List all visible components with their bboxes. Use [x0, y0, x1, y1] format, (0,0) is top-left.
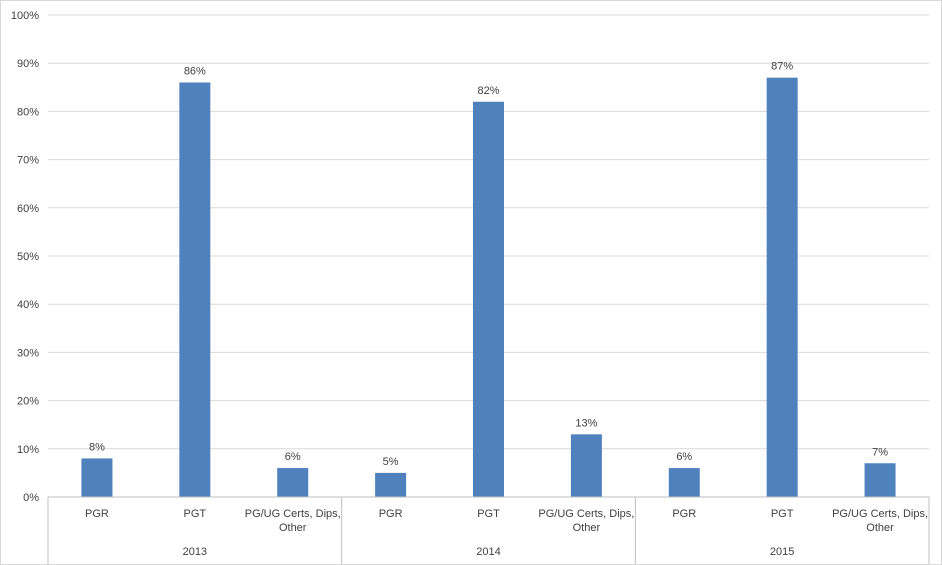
- category-label: PGR: [672, 508, 696, 520]
- data-label: 5%: [383, 456, 399, 468]
- y-tick-label: 30%: [17, 347, 39, 359]
- y-tick-label: 70%: [17, 155, 39, 167]
- y-tick-label: 60%: [17, 203, 39, 215]
- year-label: 2014: [476, 546, 500, 558]
- category-label: PGR: [85, 508, 109, 520]
- bar: [473, 101, 504, 497]
- category-label-line: PGT: [184, 508, 207, 520]
- y-tick-label: 50%: [17, 251, 39, 263]
- y-tick-label: 80%: [17, 106, 39, 118]
- y-axis-tick-labels: 0% 10% 20% 30% 40% 50% 60% 70% 80% 90% 100%: [11, 10, 39, 504]
- data-label: 6%: [285, 451, 301, 463]
- category-label: PG/UG Certs, Dips, Other: [832, 508, 928, 534]
- data-label: 82%: [477, 85, 499, 97]
- y-tick-label: 100%: [11, 10, 39, 22]
- category-label: PGT: [771, 508, 794, 520]
- category-label-line: PG/UG Certs, Dips,: [538, 508, 634, 520]
- category-label: PGT: [477, 508, 500, 520]
- data-label: 8%: [89, 441, 105, 453]
- category-label-line: Other: [866, 522, 894, 534]
- x-axis: PGR PGT PG/UG Certs, Dips, Other 2013 PGR PGT P…: [47, 496, 930, 564]
- category-label-line: PGT: [771, 508, 794, 520]
- bars: [81, 77, 896, 497]
- data-label: 13%: [575, 417, 597, 429]
- category-label-line: Other: [573, 522, 601, 534]
- category-label-line: Other: [279, 522, 307, 534]
- category-label-line: PG/UG Certs, Dips,: [832, 508, 928, 520]
- data-label: 86%: [184, 65, 206, 77]
- y-tick-label: 0%: [23, 492, 39, 504]
- y-tick-label: 40%: [17, 299, 39, 311]
- bar: [766, 77, 798, 497]
- bar: [277, 468, 309, 497]
- year-label: 2013: [183, 546, 207, 558]
- data-label: 87%: [771, 61, 793, 73]
- bar: [375, 472, 407, 497]
- y-tick-label: 10%: [17, 444, 39, 456]
- category-label: PG/UG Certs, Dips, Other: [538, 508, 634, 534]
- year-label: 2015: [770, 546, 794, 558]
- category-label: PG/UG Certs, Dips, Other: [245, 508, 341, 534]
- category-label-line: PGR: [379, 508, 403, 520]
- bar: [668, 468, 700, 497]
- bar: [864, 463, 896, 497]
- y-tick-label: 90%: [17, 58, 39, 70]
- category-label-line: PGR: [85, 508, 109, 520]
- y-tick-label: 20%: [17, 396, 39, 408]
- category-label-line: PGT: [477, 508, 500, 520]
- bar: [179, 82, 211, 497]
- category-label-line: PGR: [672, 508, 696, 520]
- data-label: 6%: [676, 451, 692, 463]
- bar: [570, 434, 602, 497]
- category-label: PGR: [379, 508, 403, 520]
- bar: [81, 458, 113, 497]
- data-label: 7%: [872, 446, 888, 458]
- data-labels: 8% 86% 6% 5% 82% 13% 6% 87% 7%: [89, 61, 888, 468]
- category-label-line: PG/UG Certs, Dips,: [245, 508, 341, 520]
- category-label: PGT: [184, 508, 207, 520]
